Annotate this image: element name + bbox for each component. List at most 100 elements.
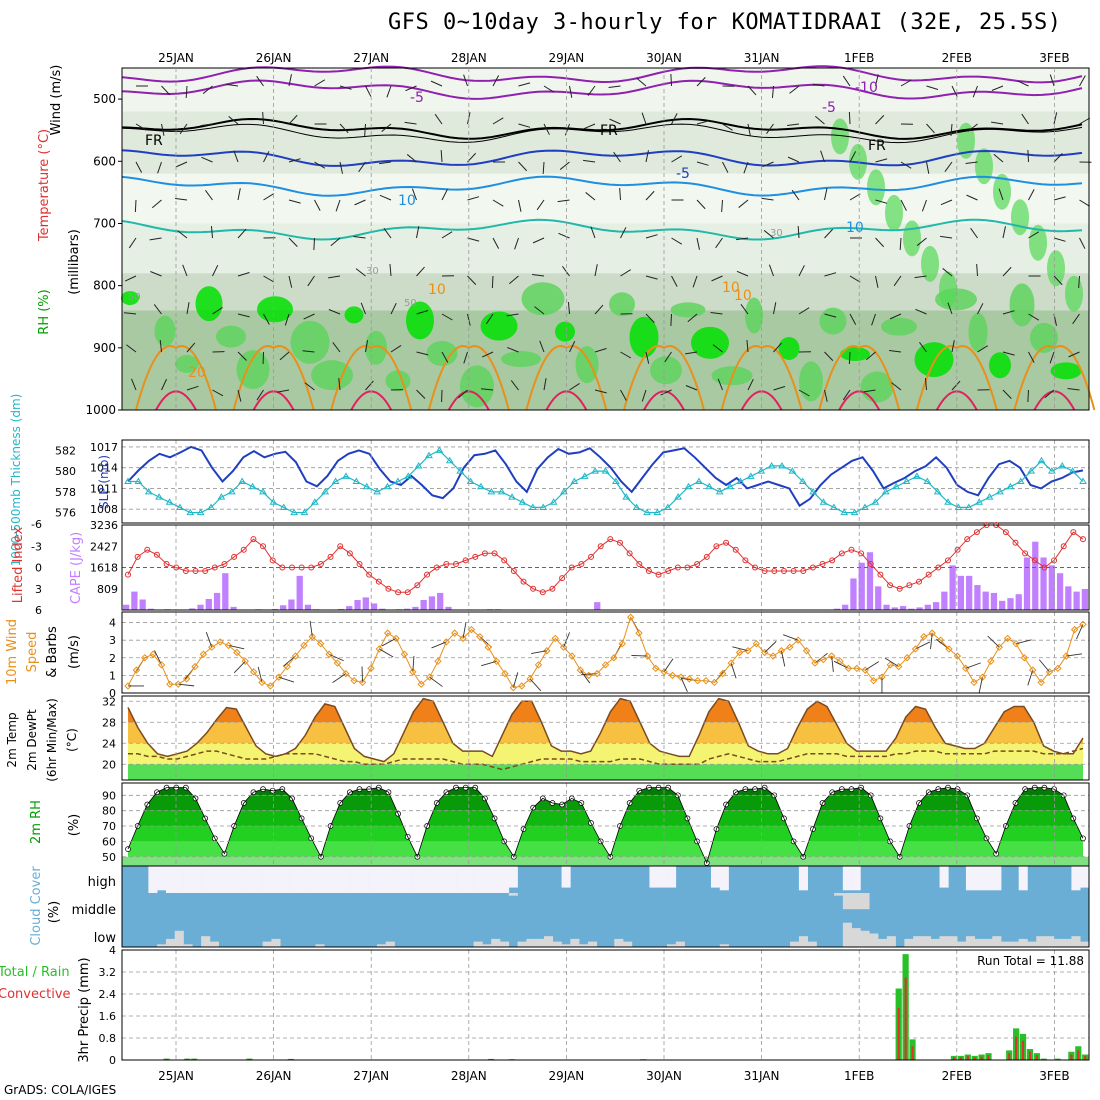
slp-frame: [121, 439, 1090, 524]
rh-cell: [344, 306, 364, 324]
wind-barb: [747, 123, 751, 136]
precip-conv-bar: [1028, 1051, 1031, 1060]
cloud-low: [262, 941, 272, 947]
wind-barb: [328, 653, 344, 662]
rh-cell: [521, 282, 565, 316]
wind-barb: [717, 378, 723, 391]
wind-barb: [559, 161, 570, 170]
wind-barb: [390, 302, 397, 315]
contour-label: 50: [128, 292, 141, 303]
temp-contour: [720, 345, 803, 411]
wind-point: [1037, 678, 1045, 687]
rh-cell: [778, 336, 800, 360]
precip-conv-bar: [165, 1058, 168, 1060]
cape-bar: [941, 591, 948, 610]
wind-barb: [463, 74, 468, 87]
cloud-clear: [719, 866, 729, 891]
legend-total-rain: Total / Rain: [0, 965, 70, 980]
slp-tick-label: 1014: [90, 462, 118, 475]
wind-barb: [583, 123, 596, 130]
wind-barb: [761, 197, 774, 201]
wind-point: [744, 647, 752, 655]
wind-point: [727, 659, 735, 667]
wind-barb: [1078, 275, 1080, 289]
wind-point: [191, 662, 199, 671]
wind-barb: [177, 230, 188, 239]
wind-barb: [747, 85, 757, 96]
wind-barb: [416, 310, 429, 315]
date-label-bottom: 25JAN: [158, 1069, 194, 1083]
wind-point: [526, 675, 534, 683]
wind-barb: [569, 340, 576, 353]
cloud-clear: [992, 866, 1002, 891]
wind-barb: [951, 340, 955, 353]
wind-point: [434, 657, 442, 666]
cloud-clear: [157, 866, 167, 891]
li-point: [462, 557, 469, 564]
wind-barb: [773, 302, 777, 315]
wind-point: [1062, 652, 1070, 660]
cloud-clear: [508, 866, 518, 888]
rh-cell: [385, 370, 411, 392]
wind-barb: [332, 342, 341, 353]
wind-point: [258, 678, 266, 687]
cloud-clear: [798, 866, 808, 891]
wind-barb: [212, 389, 224, 397]
li-point: [240, 546, 247, 553]
wind-barb: [740, 303, 749, 315]
date-label-bottom: 3FEB: [1039, 1069, 1069, 1083]
wind-barb: [514, 237, 519, 250]
cloud-low: [614, 938, 624, 947]
wind-barb: [1079, 199, 1090, 207]
cloud-clear: [376, 866, 387, 893]
wind-barb: [237, 188, 241, 201]
li-point: [356, 560, 363, 567]
li-point: [559, 575, 566, 582]
cape-bar: [346, 606, 353, 610]
wind-barb: [263, 151, 270, 163]
wind-barb: [563, 632, 571, 648]
precip-conv-bar: [1022, 1040, 1025, 1060]
wind-point: [652, 664, 660, 673]
wind-barb: [364, 123, 366, 137]
temp-contour: [818, 345, 901, 411]
wind-point: [853, 664, 861, 673]
rh-cell: [968, 312, 988, 352]
wind-point: [576, 666, 585, 674]
wind-point: [685, 675, 693, 683]
cape-bar: [189, 608, 196, 610]
cape-bar: [1048, 565, 1055, 610]
cloud-low: [930, 938, 940, 947]
cloud-mid: [851, 893, 861, 910]
rh-cell: [881, 317, 917, 336]
temp-contour: [232, 345, 315, 411]
wind-barb: [900, 199, 907, 211]
wind-barb: [798, 307, 810, 315]
wind-point: [216, 638, 224, 646]
rh-cell: [460, 365, 494, 408]
wind-barb: [987, 635, 1000, 648]
rh-band: [122, 68, 1089, 112]
date-label-bottom: 1FEB: [844, 1069, 874, 1083]
precip-panel: [122, 954, 1089, 1060]
wind-barb: [228, 116, 239, 125]
wind-point: [760, 648, 769, 657]
y-tick-label: 800: [93, 279, 116, 293]
wind-point: [182, 675, 191, 683]
wind-barb: [379, 648, 394, 658]
li-point: [694, 560, 701, 567]
axis-label-cape: CAPE (J/kg): [69, 532, 84, 604]
axis-label-wind-speed: Speed: [25, 632, 40, 673]
contour-label: 10: [428, 282, 446, 298]
rh-cell: [555, 321, 575, 342]
cloud-clear: [245, 866, 255, 893]
wind-barb: [288, 114, 298, 125]
cloud-low: [552, 941, 562, 947]
wind-barb: [278, 676, 295, 683]
rh-tick-label: 60: [102, 835, 116, 848]
precip-conv-bar: [1070, 1054, 1073, 1060]
cloud-clear: [253, 866, 263, 893]
axis-label-rh: RH (%): [37, 289, 52, 334]
thickness-point: [622, 493, 631, 500]
wind-barb: [406, 154, 417, 163]
